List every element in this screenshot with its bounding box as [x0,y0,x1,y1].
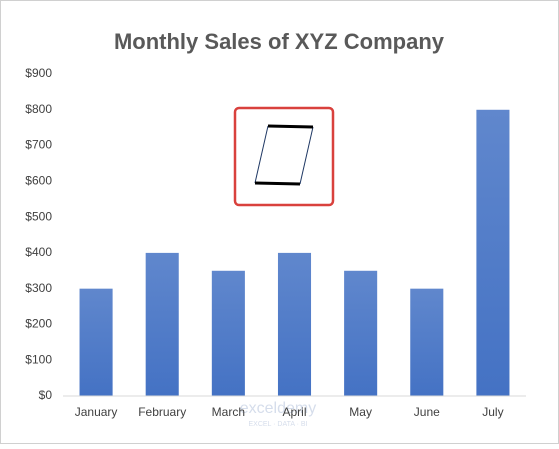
y-tick-label: $500 [25,209,52,223]
bar [410,288,444,396]
watermark-name: exceldemy [240,400,316,417]
x-tick-label: April [282,405,306,419]
bar [211,270,245,396]
chart-title: Monthly Sales of XYZ Company [114,29,445,54]
bar [145,252,179,396]
watermark-tagline: EXCEL · DATA · BI [249,421,308,428]
bar [476,109,510,397]
x-tick-label: March [212,405,245,419]
y-tick-label: $900 [25,66,52,80]
y-tick-label: $700 [25,138,52,152]
parallelogram-shape [254,124,314,186]
x-tick-label: January [75,405,118,419]
y-tick-label: $100 [25,352,52,366]
y-tick-label: $600 [25,174,52,188]
y-tick-label: $0 [39,388,53,402]
x-tick-label: July [482,405,503,419]
bar [344,270,378,396]
x-tick-label: February [138,405,186,419]
bar [277,252,312,396]
y-tick-label: $400 [25,245,52,259]
y-tick-label: $800 [25,102,52,116]
x-tick-label: June [414,405,440,419]
bar [79,288,113,396]
y-tick-label: $200 [25,317,52,331]
highlight-box [233,106,335,207]
watermark: exceldemy EXCEL · DATA · BI [240,400,316,428]
x-tick-label: May [349,405,372,419]
y-tick-label: $300 [25,281,52,295]
